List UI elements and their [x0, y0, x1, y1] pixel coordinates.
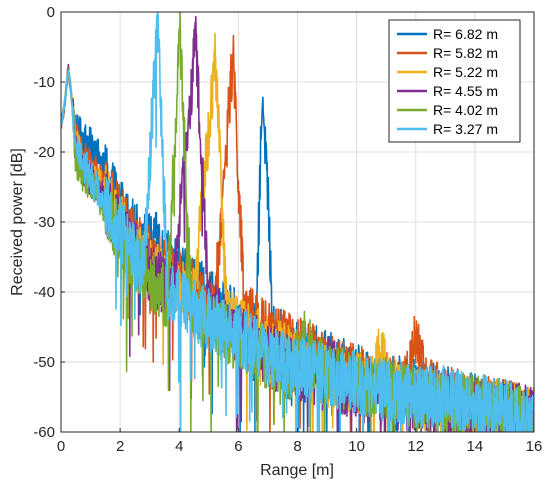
y-tick-label: -20	[33, 144, 55, 161]
series-line-6	[61, 12, 534, 432]
series-layer	[61, 12, 534, 432]
x-tick-label: 10	[348, 438, 365, 455]
x-tick-label: 2	[116, 438, 124, 455]
x-tick-label: 14	[467, 438, 484, 455]
x-tick-label: 6	[234, 438, 242, 455]
x-tick-label: 8	[293, 438, 301, 455]
y-tick-label: -30	[33, 214, 55, 231]
legend-label-2: R= 5.82 m	[433, 45, 498, 61]
x-tick-label: 12	[407, 438, 424, 455]
legend-label-1: R= 6.82 m	[433, 26, 498, 42]
y-axis-ticks: 0 -10 -20 -30 -40 -50 -60	[33, 4, 65, 441]
legend: R= 6.82 m R= 5.82 m R= 5.22 m R= 4.55 m R= 4…	[388, 19, 521, 143]
legend-label-5: R= 4.02 m	[433, 102, 498, 118]
legend-label-3: R= 5.22 m	[433, 64, 498, 80]
x-tick-label: 0	[57, 438, 65, 455]
y-tick-label: -40	[33, 284, 55, 301]
x-axis-label: Range [m]	[260, 462, 334, 479]
legend-label-4: R= 4.55 m	[433, 83, 498, 99]
legend-box	[388, 19, 521, 143]
y-axis-label: Received power [dB]	[9, 148, 26, 296]
y-tick-label: -50	[33, 354, 55, 371]
x-axis-ticks: 0 2 4 6 8 10 12 14 16	[57, 428, 543, 455]
y-tick-label: -60	[33, 424, 55, 441]
x-tick-label: 16	[526, 438, 543, 455]
y-tick-label: 0	[47, 4, 55, 21]
y-tick-label: -10	[33, 74, 55, 91]
legend-label-6: R= 3.27 m	[433, 121, 498, 137]
x-tick-label: 4	[175, 438, 183, 455]
